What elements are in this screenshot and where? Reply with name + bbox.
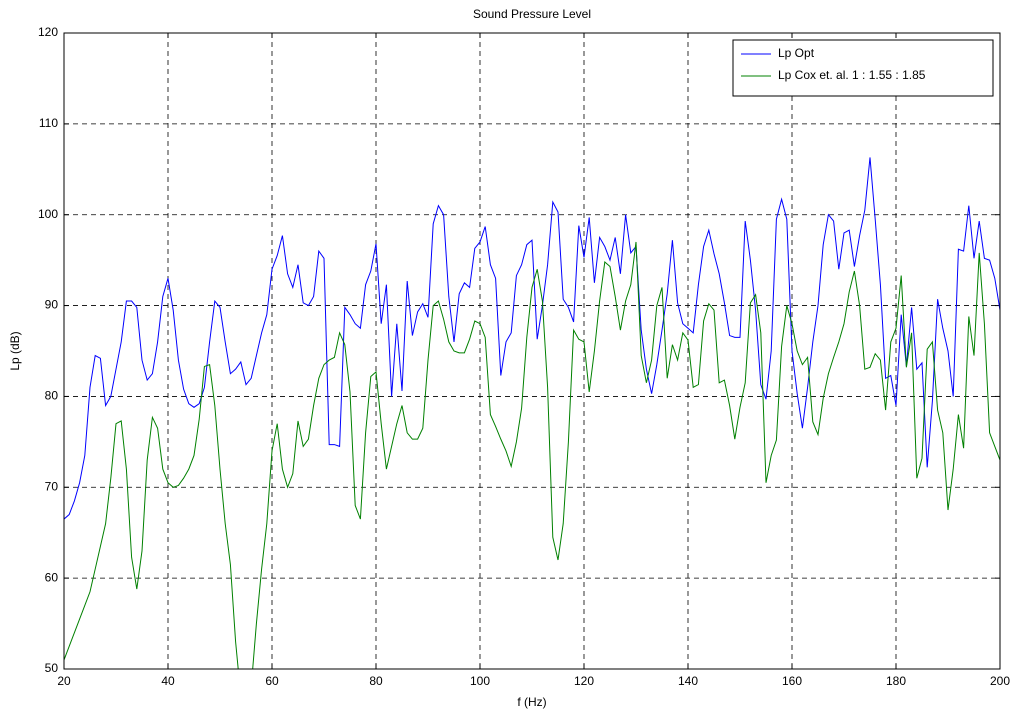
- plot-lines: [64, 157, 1000, 669]
- y-axis-label: Lp (dB): [8, 331, 22, 370]
- y-tick-label: 80: [45, 389, 59, 403]
- y-tick-label: 70: [45, 479, 59, 493]
- chart-title: Sound Pressure Level: [473, 7, 591, 21]
- x-axis-label: f (Hz): [517, 695, 546, 709]
- legend-label: Lp Cox et. al. 1 : 1.55 : 1.85: [778, 68, 926, 82]
- x-tick-label: 180: [886, 674, 906, 688]
- x-tick-label: 60: [265, 674, 279, 688]
- y-tick-label: 110: [39, 116, 58, 130]
- y-tick-label: 90: [45, 298, 59, 312]
- y-tick-label: 50: [45, 661, 59, 675]
- series-line: [64, 241, 1000, 669]
- x-tick-label: 80: [369, 674, 383, 688]
- x-tick-label: 140: [678, 674, 698, 688]
- y-tick-label: 60: [45, 570, 59, 584]
- y-tick-label: 100: [38, 207, 58, 221]
- y-tick-label: 120: [38, 25, 58, 39]
- legend-label: Lp Opt: [778, 46, 815, 60]
- x-tick-label: 160: [782, 674, 802, 688]
- legend: Lp Opt Lp Cox et. al. 1 : 1.55 : 1.85: [732, 39, 994, 97]
- x-tick-label: 200: [990, 674, 1010, 688]
- x-tick-label: 100: [470, 674, 490, 688]
- series-line: [64, 157, 1000, 520]
- plot-frame: [63, 32, 1001, 670]
- legend-box: [732, 39, 994, 97]
- x-tick-label: 40: [161, 674, 175, 688]
- plot-area: [64, 33, 1000, 669]
- x-tick-label: 120: [574, 674, 594, 688]
- x-tick-label: 20: [57, 674, 71, 688]
